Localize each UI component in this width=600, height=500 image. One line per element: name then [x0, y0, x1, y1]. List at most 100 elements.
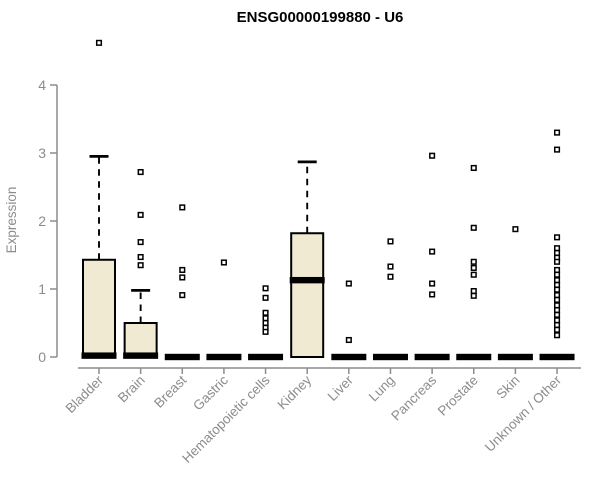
outlier-point-unknown-other — [553, 281, 561, 288]
median-bar-breast — [164, 353, 200, 361]
x-tick-label-pancreas: Pancreas — [388, 372, 439, 423]
y-tick-label-4: 4 — [38, 77, 46, 93]
outlier-point-prostate — [470, 164, 477, 172]
outlier-point-unknown-other — [553, 249, 561, 257]
y-tick-label-0: 0 — [38, 349, 46, 365]
box-group-liver — [331, 280, 367, 361]
box-group-unknown-other — [539, 129, 575, 361]
outlier-point-prostate — [470, 287, 477, 295]
outlier-point-liver — [345, 336, 352, 344]
median-bar-brain — [123, 352, 159, 359]
outlier-point-unknown-other — [553, 307, 561, 314]
x-tick-label-skin: Skin — [493, 373, 522, 402]
outlier-point-unknown-other — [553, 258, 561, 265]
outlier-point-prostate — [470, 258, 477, 265]
outlier-point-prostate — [470, 224, 477, 231]
y-tick-label-2: 2 — [38, 213, 46, 229]
outlier-point-lung — [387, 238, 394, 245]
outlier-point-breast — [179, 274, 186, 281]
outlier-point-liver — [345, 280, 352, 287]
chart-title: ENSG00000199880 - U6 — [237, 9, 404, 26]
median-bar-prostate — [456, 353, 492, 361]
outlier-point-unknown-other — [553, 302, 561, 309]
outlier-point-brain — [137, 239, 144, 246]
outlier-point-unknown-other — [553, 271, 561, 278]
median-bar-unknown-other — [539, 353, 575, 361]
outlier-point-unknown-other — [553, 266, 561, 274]
outlier-point-brain — [137, 168, 144, 176]
x-tick-label-unknown-other: Unknown / Other — [482, 372, 565, 455]
outlier-point-hematopoietic-cells — [262, 315, 269, 322]
outlier-point-unknown-other — [553, 146, 561, 153]
outlier-point-unknown-other — [553, 321, 561, 329]
median-bar-bladder — [81, 352, 117, 359]
box-group-hematopoietic-cells — [248, 285, 284, 361]
iqr-box-brain — [123, 322, 158, 358]
outlier-point-pancreas — [429, 280, 436, 287]
outlier-point-pancreas — [429, 291, 436, 298]
outlier-point-prostate — [470, 271, 477, 278]
outlier-point-hematopoietic-cells — [262, 285, 269, 292]
box-group-pancreas — [414, 152, 450, 361]
median-bar-skin — [497, 353, 533, 361]
outlier-point-unknown-other — [553, 286, 561, 293]
outlier-point-unknown-other — [553, 311, 561, 318]
median-bar-pancreas — [414, 353, 450, 361]
median-bar-hematopoietic-cells — [248, 353, 284, 361]
outlier-point-unknown-other — [553, 234, 561, 241]
outlier-point-unknown-other — [553, 292, 561, 299]
outlier-point-hematopoietic-cells — [262, 328, 269, 335]
outlier-point-gastric — [220, 259, 227, 266]
box-group-kidney — [289, 160, 325, 359]
x-tick-label-liver: Liver — [325, 372, 357, 404]
outlier-point-unknown-other — [553, 296, 561, 303]
median-bar-liver — [331, 353, 367, 361]
outlier-point-lung — [387, 263, 394, 270]
box-group-prostate — [456, 164, 492, 361]
x-tick-label-gastric: Gastric — [190, 372, 231, 413]
iqr-box-bladder — [82, 258, 116, 359]
outlier-point-brain — [137, 262, 144, 269]
x-tick-label-breast: Breast — [151, 372, 189, 410]
median-bar-lung — [372, 353, 408, 361]
x-tick-label-prostate: Prostate — [435, 373, 481, 419]
boxes-layer — [81, 39, 575, 361]
outlier-point-prostate — [470, 292, 477, 299]
outlier-point-hematopoietic-cells — [262, 309, 269, 316]
median-bar-kidney — [289, 276, 325, 284]
x-tick-label-brain: Brain — [115, 373, 148, 406]
outlier-point-breast — [179, 204, 186, 211]
box-group-breast — [164, 204, 200, 361]
outlier-point-unknown-other — [553, 317, 561, 324]
outlier-point-breast — [179, 266, 186, 274]
box-group-brain — [123, 168, 159, 359]
outlier-point-unknown-other — [553, 129, 561, 136]
outlier-point-hematopoietic-cells — [262, 294, 269, 301]
y-axis-title: Expression — [4, 187, 19, 254]
outlier-point-hematopoietic-cells — [262, 319, 269, 327]
outlier-point-unknown-other — [553, 245, 561, 252]
outlier-point-pancreas — [429, 248, 436, 255]
outlier-point-lung — [387, 273, 394, 280]
outlier-point-unknown-other — [553, 277, 561, 284]
outlier-point-unknown-other — [553, 326, 561, 333]
outlier-point-breast — [179, 292, 186, 299]
iqr-box-kidney — [290, 232, 325, 359]
box-group-lung — [372, 238, 408, 361]
outlier-point-brain — [137, 211, 144, 218]
outlier-point-prostate — [470, 264, 477, 271]
median-bar-gastric — [206, 353, 242, 361]
outlier-point-unknown-other — [553, 332, 561, 339]
x-tick-label-lung: Lung — [366, 373, 398, 405]
outlier-point-pancreas — [429, 152, 436, 159]
y-tick-label-3: 3 — [38, 145, 46, 161]
x-tick-label-bladder: Bladder — [63, 372, 107, 416]
outlier-point-skin — [512, 226, 519, 233]
y-tick-label-1: 1 — [38, 281, 46, 297]
outlier-point-bladder — [95, 39, 103, 46]
outlier-point-brain — [137, 253, 144, 261]
box-group-gastric — [206, 259, 242, 361]
box-group-skin — [497, 226, 533, 361]
